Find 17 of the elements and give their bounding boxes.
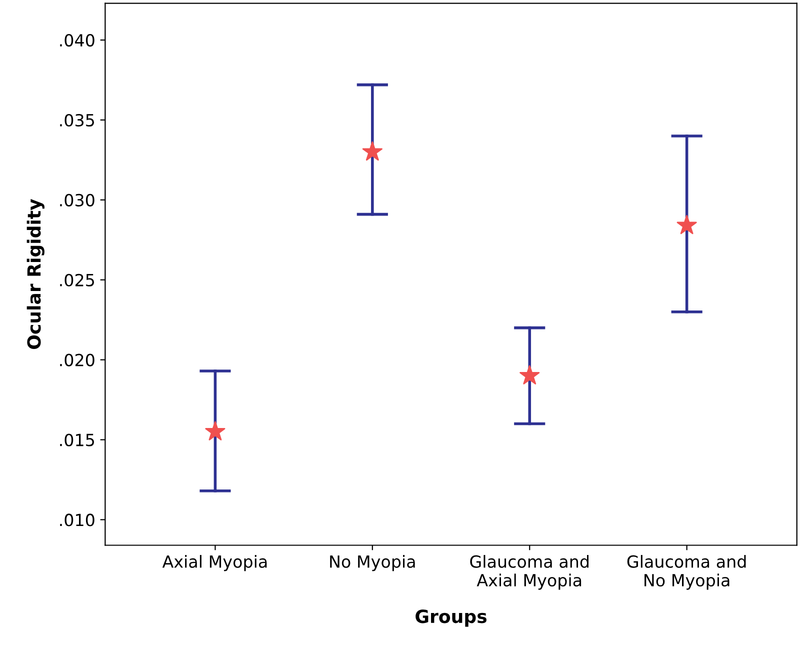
point	[205, 421, 226, 440]
point	[676, 214, 697, 234]
x-tick-label: Axial Myopia	[162, 554, 267, 572]
y-tick-label: .015	[60, 434, 94, 446]
x-tick-label: No Myopia	[330, 554, 415, 572]
point	[362, 141, 382, 161]
y-tick-label: .035	[60, 114, 94, 127]
x-tick-label: Glaucoma and No Myopia	[627, 554, 746, 590]
y-tick-label: .040	[60, 34, 94, 47]
point	[520, 365, 540, 384]
y-tick-label: .030	[60, 194, 94, 206]
y-tick-label: .025	[60, 274, 94, 286]
x-tick-label: Glaucoma and Axial Myopia	[470, 554, 588, 590]
y-axis-title: Ocular Rigidity	[26, 198, 44, 349]
x-axis-title: Groups	[416, 610, 486, 627]
y-tick-label: .020	[60, 354, 94, 366]
y-tick-label: .010	[60, 514, 94, 526]
